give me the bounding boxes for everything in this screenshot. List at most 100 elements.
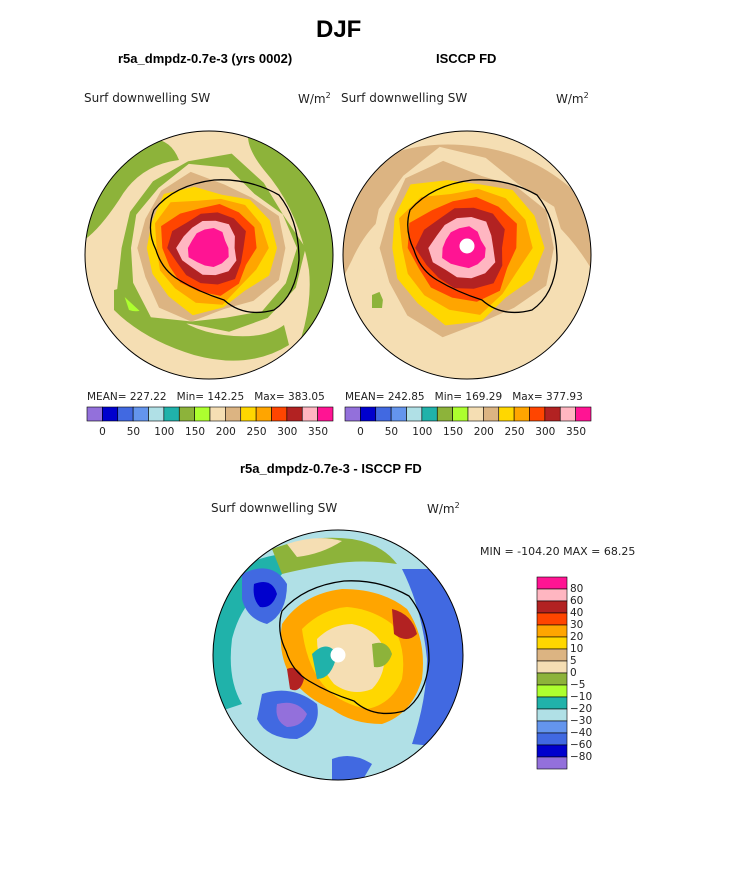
colorbar-swatch bbox=[536, 672, 568, 686]
colorbar-swatch bbox=[209, 406, 226, 422]
panel2-title: ISCCP FD bbox=[436, 51, 497, 66]
colorbar-swatch bbox=[513, 406, 530, 422]
colorbar-swatch bbox=[148, 406, 165, 422]
colorbar-swatch bbox=[360, 406, 377, 422]
colorbar-swatch bbox=[102, 406, 119, 422]
colorbar-swatch bbox=[86, 406, 103, 422]
panel1-green-north bbox=[248, 131, 333, 379]
panel2-max: 377.93 bbox=[546, 391, 583, 403]
colorbar-swatch bbox=[536, 660, 568, 674]
panel1-stats: MEAN= 227.22 Min= 142.25 Max= 383.05 bbox=[87, 391, 325, 403]
panel3-east-blue bbox=[402, 569, 463, 749]
panel1-title: r5a_dmpdz-0.7e-3 (yrs 0002) bbox=[118, 51, 293, 66]
panel1-map bbox=[84, 130, 334, 380]
colorbar-swatch bbox=[544, 406, 561, 422]
panel3-green-center bbox=[372, 642, 392, 668]
colorbar-tick-label: 350 bbox=[308, 426, 329, 438]
panel3-colorbar bbox=[536, 576, 568, 770]
colorbar-swatch bbox=[117, 406, 134, 422]
panel2-min: 169.29 bbox=[465, 391, 503, 403]
colorbar-tick-label: 200 bbox=[215, 426, 236, 438]
colorbar-swatch bbox=[436, 406, 453, 422]
colorbar-swatch bbox=[536, 612, 568, 626]
panel3-north-tan bbox=[287, 538, 342, 557]
colorbar-tick-label: 40 bbox=[570, 607, 584, 619]
colorbar-swatch bbox=[536, 576, 568, 590]
colorbar-tick-label: 150 bbox=[185, 426, 206, 438]
colorbar-swatch bbox=[536, 588, 568, 602]
panel2-colorbar bbox=[344, 406, 592, 422]
colorbar-swatch bbox=[536, 720, 568, 734]
colorbar-tick-label: −60 bbox=[570, 739, 593, 751]
panel2-map-border bbox=[342, 130, 592, 380]
panel1-units: W/m2 bbox=[298, 91, 331, 106]
colorbar-swatch bbox=[467, 406, 484, 422]
panel2-left-label: Surf downwelling SW bbox=[341, 91, 468, 105]
colorbar-swatch bbox=[536, 744, 568, 758]
colorbar-tick-label: 80 bbox=[570, 583, 584, 595]
colorbar-swatch bbox=[286, 406, 303, 422]
field-contour-375 bbox=[187, 228, 229, 267]
panel3-teal-band bbox=[213, 554, 286, 714]
colorbar-swatch bbox=[375, 406, 392, 422]
panel2-units: W/m2 bbox=[556, 91, 589, 106]
panel3-red-east bbox=[392, 609, 417, 639]
colorbar-swatch bbox=[271, 406, 288, 422]
colorbar-swatch bbox=[536, 756, 568, 770]
colorbar-swatch bbox=[225, 406, 242, 422]
colorbar-tick-label: 20 bbox=[570, 631, 584, 643]
colorbar-tick-label: 100 bbox=[154, 426, 175, 438]
panel1-field-rings bbox=[117, 153, 306, 332]
colorbar-tick-label: 50 bbox=[126, 426, 141, 438]
colorbar-tick-label: 250 bbox=[246, 426, 267, 438]
colorbar-swatch bbox=[178, 406, 195, 422]
colorbar-swatch bbox=[194, 406, 211, 422]
panel3-range-text: MIN = -104.20 MAX = 68.25 bbox=[480, 545, 636, 558]
panel3-units: W/m2 bbox=[427, 501, 460, 516]
panel2-coastline bbox=[407, 179, 558, 314]
colorbar-swatch bbox=[317, 406, 334, 422]
colorbar-swatch bbox=[390, 406, 407, 422]
colorbar-tick-label: 0 bbox=[357, 426, 364, 438]
panel1-map-border bbox=[84, 130, 334, 380]
colorbar-tick-label: −40 bbox=[570, 727, 593, 739]
colorbar-swatch bbox=[498, 406, 515, 422]
colorbar-tick-label: −20 bbox=[570, 703, 593, 715]
colorbar-tick-label: 100 bbox=[412, 426, 433, 438]
colorbar-swatch bbox=[344, 406, 361, 422]
panel2-stats: MEAN= 242.85 Min= 169.29 Max= 377.93 bbox=[345, 391, 583, 403]
colorbar-tick-label: −80 bbox=[570, 751, 593, 763]
panel1-colorbar bbox=[86, 406, 334, 422]
colorbar-swatch bbox=[536, 708, 568, 722]
panel1-left-label: Surf downwelling SW bbox=[84, 91, 211, 105]
colorbar-swatch bbox=[240, 406, 257, 422]
colorbar-swatch bbox=[301, 406, 318, 422]
colorbar-tick-label: 200 bbox=[473, 426, 494, 438]
colorbar-swatch bbox=[536, 600, 568, 614]
colorbar-swatch bbox=[536, 648, 568, 662]
panel2-map bbox=[342, 130, 592, 380]
panel3-map bbox=[212, 529, 464, 781]
panel3-sw-purple bbox=[276, 702, 307, 727]
colorbar-tick-label: −5 bbox=[570, 679, 586, 691]
colorbar-swatch bbox=[163, 406, 180, 422]
panel1-mean: 227.22 bbox=[129, 391, 167, 403]
colorbar-swatch bbox=[406, 406, 423, 422]
panel1-coastline bbox=[149, 179, 300, 314]
colorbar-tick-label: 0 bbox=[99, 426, 106, 438]
panel3-title: r5a_dmpdz-0.7e-3 - ISCCP FD bbox=[240, 461, 422, 476]
figure-title: DJF bbox=[316, 16, 362, 43]
panel2-missing-pole bbox=[459, 238, 475, 254]
colorbar-swatch bbox=[421, 406, 438, 422]
panel3-south-blue bbox=[332, 755, 372, 780]
panel1-max: 383.05 bbox=[288, 391, 325, 403]
colorbar-tick-label: 300 bbox=[277, 426, 298, 438]
colorbar-tick-label: −10 bbox=[570, 691, 593, 703]
colorbar-swatch bbox=[536, 696, 568, 710]
panel1-min: 142.25 bbox=[207, 391, 245, 403]
colorbar-swatch bbox=[559, 406, 576, 422]
panel3-west-dark bbox=[253, 581, 277, 608]
colorbar-tick-label: −30 bbox=[570, 715, 593, 727]
colorbar-tick-label: 0 bbox=[570, 667, 577, 679]
colorbar-swatch bbox=[529, 406, 546, 422]
